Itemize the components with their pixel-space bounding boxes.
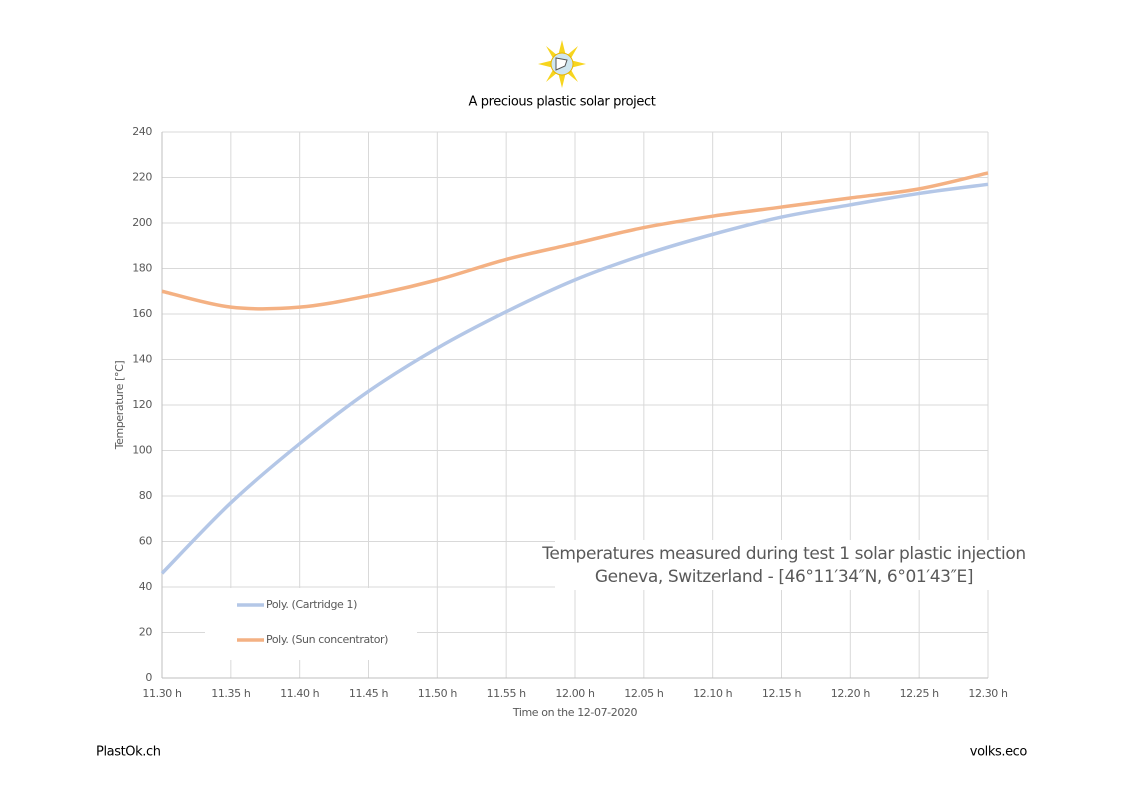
x-tick-label: 12.15 h (762, 687, 802, 700)
legend-label: Poly. (Sun concentrator) (266, 633, 388, 646)
annotation-box (555, 540, 1010, 590)
y-tick-label: 120 (132, 398, 152, 411)
y-tick-label: 20 (139, 626, 153, 639)
legend-box (205, 588, 417, 660)
annotation: Geneva, Switzerland - [46°11′34″N, 6°01′… (595, 567, 973, 587)
annotation: Temperatures measured during test 1 sola… (541, 544, 1026, 564)
x-tick-label: 12.25 h (900, 687, 940, 700)
x-tick-label: 12.00 h (555, 687, 595, 700)
y-tick-label: 160 (132, 307, 152, 320)
x-tick-label: 11.45 h (349, 687, 389, 700)
y-tick-label: 220 (132, 171, 152, 184)
y-tick-label: 180 (132, 262, 152, 275)
x-axis-label: Time on the 12-07-2020 (512, 706, 638, 719)
x-tick-label: 12.30 h (968, 687, 1008, 700)
legend-label: Poly. (Cartridge 1) (266, 598, 357, 611)
line (161, 171, 989, 311)
y-tick-label: 80 (139, 489, 153, 502)
line (160, 182, 989, 575)
footer-right: volks.eco (970, 745, 1028, 760)
x-tick-label: 12.20 h (831, 687, 871, 700)
y-tick-label: 200 (132, 216, 152, 229)
x-tick-label: 12.05 h (624, 687, 664, 700)
x-tick-label: 11.30 h (142, 687, 182, 700)
logo (538, 40, 586, 88)
page-title: A precious plastic solar project (469, 95, 656, 110)
x-tick-label: 11.55 h (487, 687, 527, 700)
x-tick-label: 11.50 h (418, 687, 458, 700)
y-tick-label: 240 (132, 125, 152, 138)
y-tick-label: 40 (139, 580, 153, 593)
x-tick-label: 11.40 h (280, 687, 320, 700)
x-tick-label: 11.35 h (211, 687, 251, 700)
footer-left: PlastOk.ch (96, 745, 161, 760)
y-tick-label: 60 (139, 535, 153, 548)
y-axis-label: Temperature [°C] (113, 361, 126, 451)
y-tick-label: 100 (132, 444, 152, 457)
y-tick-label: 140 (132, 353, 152, 366)
y-tick-label: 0 (145, 671, 152, 684)
x-tick-label: 12.10 h (693, 687, 733, 700)
